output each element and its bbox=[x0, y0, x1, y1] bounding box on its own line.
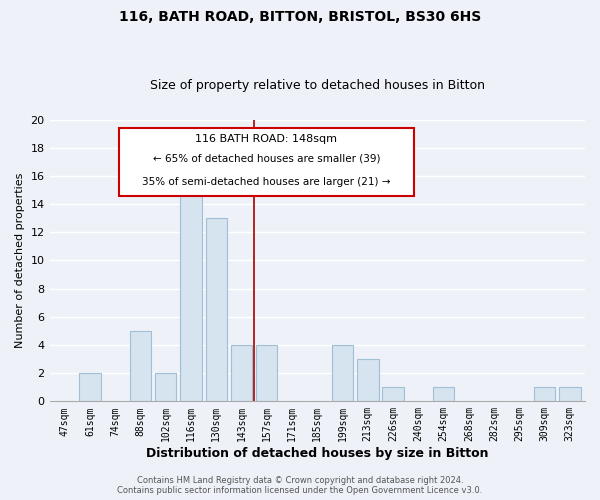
Bar bbox=[332, 345, 353, 402]
Bar bbox=[180, 176, 202, 402]
Title: Size of property relative to detached houses in Bitton: Size of property relative to detached ho… bbox=[150, 79, 485, 92]
Bar bbox=[130, 331, 151, 402]
Bar bbox=[534, 387, 556, 402]
Y-axis label: Number of detached properties: Number of detached properties bbox=[15, 173, 25, 348]
Bar bbox=[559, 387, 581, 402]
Text: 116, BATH ROAD, BITTON, BRISTOL, BS30 6HS: 116, BATH ROAD, BITTON, BRISTOL, BS30 6H… bbox=[119, 10, 481, 24]
Bar bbox=[155, 373, 176, 402]
Bar bbox=[206, 218, 227, 402]
Text: Contains HM Land Registry data © Crown copyright and database right 2024.
Contai: Contains HM Land Registry data © Crown c… bbox=[118, 476, 482, 495]
Bar bbox=[382, 387, 404, 402]
Bar bbox=[79, 373, 101, 402]
Bar bbox=[231, 345, 252, 402]
Text: 35% of semi-detached houses are larger (21) →: 35% of semi-detached houses are larger (… bbox=[142, 177, 391, 187]
Text: 116 BATH ROAD: 148sqm: 116 BATH ROAD: 148sqm bbox=[196, 134, 337, 143]
Bar bbox=[256, 345, 277, 402]
Bar bbox=[357, 359, 379, 402]
Bar bbox=[433, 387, 454, 402]
X-axis label: Distribution of detached houses by size in Bitton: Distribution of detached houses by size … bbox=[146, 447, 488, 460]
FancyBboxPatch shape bbox=[119, 128, 413, 196]
Text: ← 65% of detached houses are smaller (39): ← 65% of detached houses are smaller (39… bbox=[152, 154, 380, 164]
